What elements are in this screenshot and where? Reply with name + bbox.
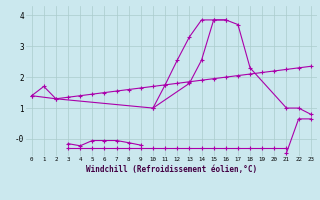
X-axis label: Windchill (Refroidissement éolien,°C): Windchill (Refroidissement éolien,°C) <box>86 165 257 174</box>
